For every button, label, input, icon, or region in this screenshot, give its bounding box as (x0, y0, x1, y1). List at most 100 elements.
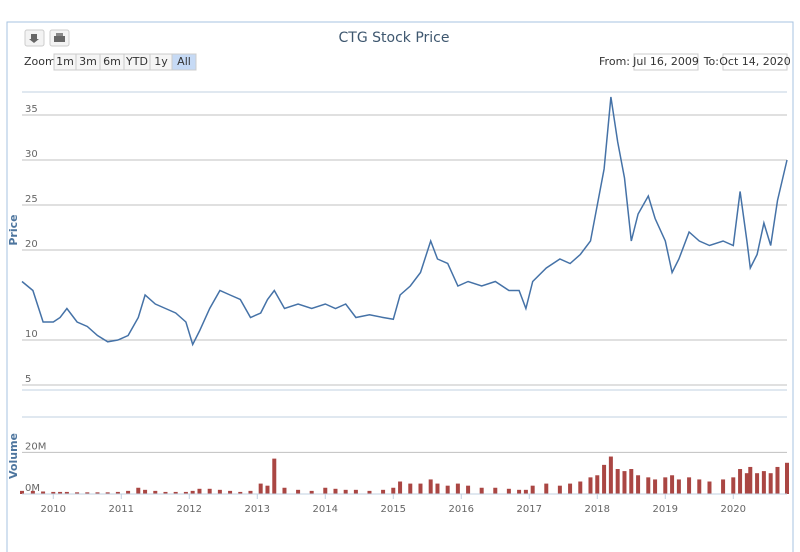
x-tick-label: 2017 (517, 504, 542, 515)
volume-bar (517, 489, 522, 494)
volume-bar (595, 475, 600, 494)
volume-bar (663, 477, 668, 494)
chart-title: CTG Stock Price (339, 30, 450, 46)
volume-bar (578, 481, 583, 494)
volume-bar (282, 487, 287, 494)
volume-bar (126, 490, 131, 494)
y-axis-label: Price (7, 214, 20, 245)
y-tick-label: 30 (25, 149, 38, 160)
to-date: Oct 14, 2020 (719, 55, 791, 68)
to-label: To: (703, 55, 719, 68)
volume-bar (697, 479, 702, 494)
from-input[interactable] (633, 53, 699, 71)
from-date: Jul 16, 2009 (632, 55, 699, 68)
volume-bar (228, 490, 233, 494)
volume-bar (391, 487, 396, 494)
volume-bar (435, 483, 440, 494)
volume-bar (30, 490, 35, 494)
download-button[interactable] (24, 29, 45, 47)
volume-bar (622, 471, 627, 494)
y-tick-label: 20 (25, 239, 38, 250)
volume-bar (506, 488, 511, 494)
volume-bar (58, 491, 63, 494)
volume-bar (479, 487, 484, 494)
volume-bar (75, 492, 80, 494)
volume-bar (408, 483, 413, 494)
volume-bar (466, 485, 471, 494)
zoom-button-label: YTD (125, 55, 148, 68)
volume-bar (333, 488, 338, 494)
volume-bar (455, 483, 460, 494)
volume-bar (428, 479, 433, 494)
volume-bar (523, 489, 528, 494)
volume-bar (418, 483, 423, 494)
volume-bar (445, 485, 450, 494)
volume-bar (85, 492, 90, 494)
volume-bar (493, 487, 498, 494)
y-tick-label: 10 (25, 329, 38, 340)
x-tick-label: 2019 (653, 504, 678, 515)
volume-bar (687, 477, 692, 494)
zoom-button-label: 3m (79, 55, 97, 68)
volume-bar (544, 483, 549, 494)
volume-bar (381, 489, 386, 494)
x-tick-label: 2013 (245, 504, 270, 515)
volume-bar (629, 469, 634, 494)
volume-bar (143, 489, 148, 494)
zoom-button-label: All (177, 55, 191, 68)
volume-bar (238, 491, 243, 494)
from-label: From: (599, 55, 630, 68)
volume-bar (258, 483, 263, 494)
zoom-button-label: 1y (154, 55, 168, 68)
y-axis-label: Volume (7, 433, 20, 479)
x-tick-label: 2016 (449, 504, 474, 515)
volume-bar (173, 491, 178, 494)
volume-bar (670, 475, 675, 494)
volume-bar (343, 489, 348, 494)
volume-bar (20, 490, 24, 494)
volume-bar (398, 481, 403, 494)
zoom-button-label: 6m (103, 55, 121, 68)
zoom-button[interactable] (171, 53, 197, 71)
volume-bar (646, 477, 651, 494)
x-tick-label: 2010 (41, 504, 66, 515)
volume-bar (105, 492, 110, 494)
volume-bar (248, 490, 253, 494)
volume-bar (748, 466, 753, 494)
frame (6, 21, 794, 552)
zoom-button-label: 1m (56, 55, 74, 68)
volume-bar (775, 466, 780, 494)
volume-bar (64, 491, 69, 494)
volume-bar (51, 491, 56, 494)
volume-bar (755, 473, 760, 494)
volume-bar (190, 490, 195, 494)
volume-bar (731, 477, 736, 494)
volume-bar (785, 462, 789, 494)
volume-bar (41, 491, 46, 494)
volume-bar (761, 471, 766, 494)
to-input[interactable] (722, 53, 788, 71)
volume-bar (707, 481, 712, 494)
print-button[interactable] (49, 29, 70, 47)
volume-bar (588, 477, 593, 494)
x-tick-label: 2014 (313, 504, 338, 515)
volume-bar (602, 464, 607, 494)
volume-bar (676, 479, 681, 494)
y-tick-label: 20M (25, 441, 46, 452)
volume-bar (653, 479, 658, 494)
volume-bar (721, 479, 726, 494)
volume-bar (636, 475, 641, 494)
volume-bar (615, 469, 620, 494)
volume-bar (568, 483, 573, 494)
volume-bar (323, 487, 328, 494)
x-tick-label: 2012 (177, 504, 202, 515)
x-tick-label: 2020 (721, 504, 746, 515)
volume-bar (744, 473, 749, 494)
volume-bar (115, 491, 120, 494)
volume-bar (738, 469, 743, 494)
volume-bar (309, 490, 314, 494)
volume-bar (136, 487, 141, 494)
volume-bar (265, 485, 270, 494)
volume-bar (207, 488, 212, 494)
